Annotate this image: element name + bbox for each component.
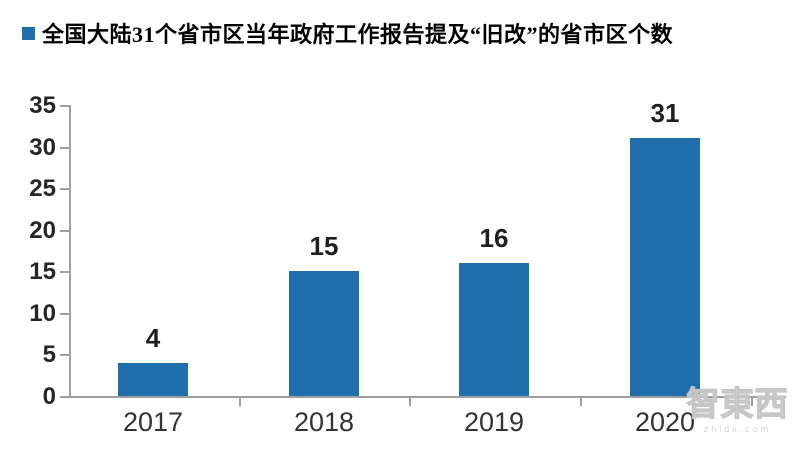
x-axis-tick	[750, 398, 753, 406]
y-axis-tick	[60, 396, 69, 398]
bar-2019	[459, 262, 529, 396]
y-axis-tick-label: 0	[42, 383, 56, 410]
x-axis-tick-label: 2019	[463, 407, 525, 437]
legend-marker-icon	[22, 27, 35, 40]
y-axis-tick	[60, 146, 69, 149]
y-axis-tick-label: 20	[29, 216, 56, 244]
y-axis-line	[69, 105, 71, 398]
y-axis-tick	[60, 229, 69, 232]
chart-legend: 全国大陆31个省市区当年政府工作报告提及“旧改”的省市区个数	[22, 16, 792, 50]
x-axis-tick	[579, 398, 582, 406]
y-axis-tick-label: 15	[29, 258, 56, 286]
y-axis-tick	[60, 271, 69, 274]
bar-2018	[289, 271, 359, 396]
x-axis-tick	[409, 398, 411, 406]
y-axis-tick-label: 10	[29, 299, 56, 327]
x-axis-line	[69, 396, 786, 398]
y-axis-tick	[60, 312, 69, 315]
y-axis-tick-label: 5	[42, 341, 56, 369]
y-axis-tick	[60, 354, 69, 357]
y-axis-tick-label: 30	[29, 133, 56, 161]
y-axis-tick	[60, 105, 69, 107]
bar-value-label: 31	[650, 98, 680, 129]
y-axis-tick-label: 35	[29, 92, 56, 119]
x-axis-tick-label: 2020	[634, 407, 696, 437]
x-axis-tick-label: 2017	[122, 407, 184, 437]
bar-value-label: 15	[309, 231, 339, 262]
chart-title: 全国大陆31个省市区当年政府工作报告提及“旧改”的省市区个数	[42, 22, 674, 47]
bar-2017	[118, 362, 188, 396]
bar-value-label: 4	[145, 322, 161, 353]
bar-2020	[630, 138, 700, 396]
bar-value-label: 16	[479, 222, 509, 253]
x-axis-tick-label: 2018	[293, 407, 355, 437]
x-axis-tick	[238, 398, 241, 406]
y-axis-tick-label: 25	[29, 175, 56, 203]
y-axis-tick	[60, 188, 69, 191]
